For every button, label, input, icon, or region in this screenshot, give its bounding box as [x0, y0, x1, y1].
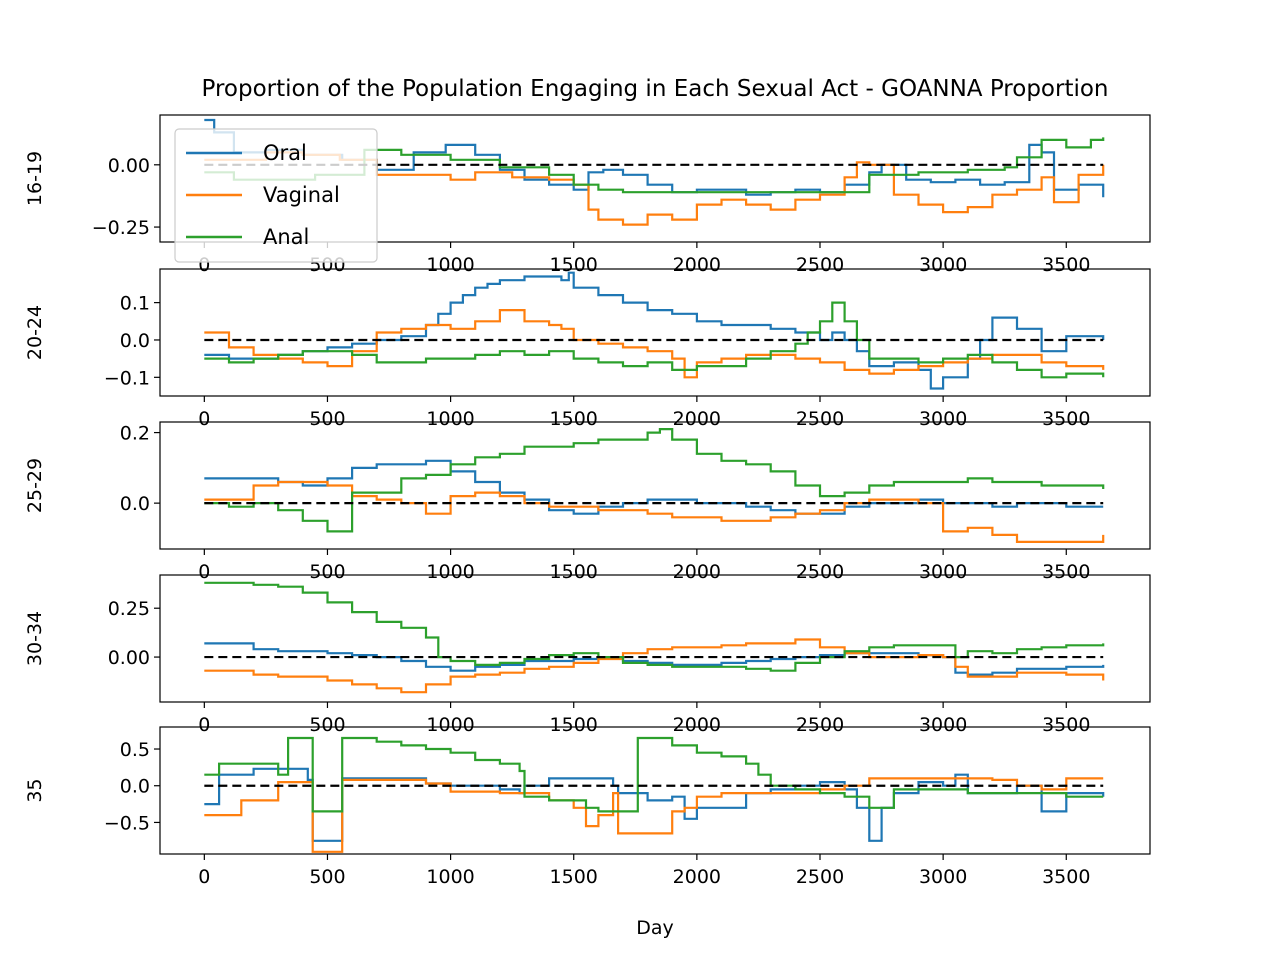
x-tick-label: 2500: [796, 561, 844, 583]
legend: Oral Vaginal Anal: [174, 128, 378, 263]
x-tick-label: 3500: [1042, 254, 1090, 276]
series-line-oral: [204, 767, 1105, 842]
x-tick-label: 1000: [426, 866, 474, 888]
series-line-vaginal: [204, 309, 1105, 379]
series-line-anal: [204, 428, 1105, 533]
x-tick-label: 1000: [426, 254, 474, 276]
panel-frame: [159, 726, 1151, 855]
y-tick-label: −0.5: [104, 812, 150, 834]
x-tick-label: 3500: [1042, 408, 1090, 430]
series-line-anal: [204, 301, 1105, 379]
legend-label-oral: Oral: [263, 141, 307, 165]
y-tick-label: 0.25: [108, 598, 150, 620]
x-tick-label: 2000: [673, 254, 721, 276]
panel-frame: [159, 268, 1151, 397]
x-tick-label: 3000: [919, 866, 967, 888]
panel-frame: [159, 421, 1151, 550]
y-axis-label: 35: [24, 778, 46, 802]
series-group: [204, 271, 1105, 390]
series-group: [204, 736, 1105, 853]
y-tick-label: 0.5: [120, 739, 150, 761]
x-tick-label: 1500: [550, 866, 598, 888]
x-axis-label: Day: [636, 917, 674, 939]
x-tick-label: 500: [309, 408, 345, 430]
x-tick-label: 0: [198, 561, 210, 583]
x-tick-label: 3500: [1042, 561, 1090, 583]
y-tick-label: 0.1: [120, 293, 150, 315]
legend-label-vaginal: Vaginal: [263, 183, 340, 207]
x-tick-label: 3500: [1042, 714, 1090, 736]
x-tick-label: 0: [198, 866, 210, 888]
y-tick-label: 0.00: [108, 155, 150, 177]
series-line-oral: [204, 271, 1105, 390]
x-tick-label: 2000: [673, 561, 721, 583]
x-tick-label: 2500: [796, 866, 844, 888]
y-tick-label: 0.0: [120, 493, 150, 515]
x-tick-label: 1000: [426, 561, 474, 583]
x-tick-label: 2500: [796, 254, 844, 276]
x-tick-label: 0: [198, 408, 210, 430]
x-tick-label: 1000: [426, 714, 474, 736]
x-tick-label: 3500: [1042, 866, 1090, 888]
y-tick-label: 0.2: [120, 423, 150, 445]
y-axis-label: 16-19: [24, 151, 46, 206]
chart-title: Proportion of the Population Engaging in…: [201, 76, 1108, 102]
series-line-anal: [204, 581, 1105, 672]
legend-label-anal: Anal: [263, 225, 309, 249]
x-tick-label: 2000: [673, 408, 721, 430]
series-group: [204, 581, 1105, 694]
panel-25-29: 0.2 0.0 0 500 1000 1500 2000 2500 3000 3500 25-29: [24, 421, 1151, 583]
y-tick-label: 0.00: [108, 647, 150, 669]
panel-20-24: 0.1 0.0 −0.1 0 500 1000 1500 2000 2500 3000 3500 20…: [24, 268, 1151, 430]
x-tick-label: 2500: [796, 714, 844, 736]
y-axis-label: 30-34: [24, 611, 46, 666]
panel-frame: [159, 574, 1151, 703]
y-axis-label: 25-29: [24, 458, 46, 513]
x-tick-label: 3000: [919, 254, 967, 276]
y-tick-label: −0.1: [104, 367, 150, 389]
y-tick-label: −0.25: [92, 217, 150, 239]
x-tick-label: 500: [309, 866, 345, 888]
x-tick-label: 2000: [673, 866, 721, 888]
y-tick-label: 0.0: [120, 776, 150, 798]
x-tick-label: 3000: [919, 408, 967, 430]
x-tick-label: 0: [198, 714, 210, 736]
x-tick-label: 2000: [673, 714, 721, 736]
series-line-vaginal: [204, 151, 1105, 226]
x-tick-label: 1500: [550, 561, 598, 583]
y-tick-label: 0.0: [120, 330, 150, 352]
series-line-vaginal: [204, 480, 1105, 543]
x-tick-label: 1000: [426, 408, 474, 430]
panel-frame: [159, 114, 1151, 243]
panel-35: 0.5 0.0 −0.5 0 500 1000 1500 2000 2500 3000 3500 35: [24, 726, 1151, 888]
x-tick-label: 2500: [796, 408, 844, 430]
x-tick-label: 1500: [550, 254, 598, 276]
x-tick-label: 1500: [550, 714, 598, 736]
series-group: [204, 428, 1105, 543]
x-tick-label: 3000: [919, 714, 967, 736]
series-line-oral: [204, 642, 1105, 676]
x-tick-label: 500: [309, 714, 345, 736]
legend-box: [174, 128, 378, 263]
x-tick-label: 1500: [550, 408, 598, 430]
y-axis-label: 20-24: [24, 305, 46, 360]
x-tick-label: 500: [309, 561, 345, 583]
series-line-oral: [204, 459, 1104, 515]
x-tick-label: 3000: [919, 561, 967, 583]
panel-30-34: 0.25 0.00 0 500 1000 1500 2000 2500 3000 3500 30-3…: [24, 574, 1151, 736]
series-line-anal: [204, 736, 1104, 813]
